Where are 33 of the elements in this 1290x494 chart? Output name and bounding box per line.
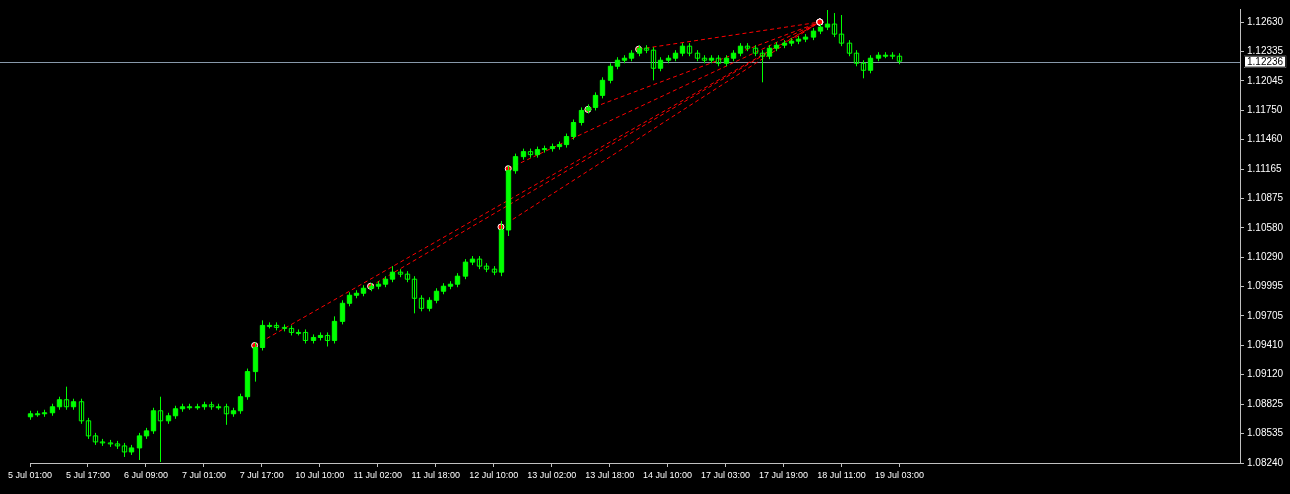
y-tick-label: 1.11165 bbox=[1247, 162, 1283, 174]
y-tick-label: 1.08535 bbox=[1247, 427, 1284, 439]
x-tick-label: 19 Jul 03:00 bbox=[874, 469, 924, 480]
x-tick-label: 13 Jul 18:00 bbox=[585, 469, 635, 480]
y-tick-label: 1.09410 bbox=[1247, 339, 1284, 351]
x-tick-label: 13 Jul 02:00 bbox=[527, 469, 577, 480]
y-tick-label: 1.12630 bbox=[1247, 15, 1284, 27]
y-tick-label: 1.10580 bbox=[1247, 221, 1284, 233]
x-tick-label: 6 Jul 09:00 bbox=[123, 469, 168, 480]
y-tick-label: 1.09120 bbox=[1247, 368, 1284, 380]
x-tick-label: 12 Jul 10:00 bbox=[469, 469, 519, 480]
x-tick-label: 7 Jul 01:00 bbox=[181, 469, 226, 480]
x-tick-label: 18 Jul 11:00 bbox=[817, 469, 866, 480]
y-tick-label: 1.10290 bbox=[1247, 250, 1284, 262]
x-tick-label: 17 Jul 03:00 bbox=[701, 469, 751, 480]
ref-line-label: 1.12236 bbox=[1247, 55, 1284, 67]
y-tick-label: 1.10875 bbox=[1247, 192, 1284, 204]
y-tick-label: 1.08825 bbox=[1247, 397, 1284, 409]
y-tick-label: 1.11460 bbox=[1247, 133, 1283, 145]
x-tick-label: 5 Jul 17:00 bbox=[65, 469, 110, 480]
x-tick-label: 5 Jul 01:00 bbox=[7, 469, 53, 480]
y-tick-label: 1.12045 bbox=[1247, 74, 1284, 86]
y-tick-label: 1.11750 bbox=[1247, 104, 1283, 116]
x-tick-label: 10 Jul 10:00 bbox=[295, 469, 345, 480]
x-tick-label: 14 Jul 10:00 bbox=[643, 469, 693, 480]
y-tick-label: 1.09705 bbox=[1247, 309, 1284, 321]
x-tick-label: 17 Jul 19:00 bbox=[759, 469, 809, 480]
y-tick-label: 1.09995 bbox=[1247, 280, 1284, 292]
x-tick-label: 11 Jul 02:00 bbox=[353, 469, 402, 480]
x-tick-label: 11 Jul 18:00 bbox=[411, 469, 460, 480]
y-tick-label: 1.08240 bbox=[1247, 456, 1284, 468]
y-tick-label: 1.12335 bbox=[1247, 45, 1284, 57]
x-tick-label: 7 Jul 17:00 bbox=[239, 469, 284, 480]
